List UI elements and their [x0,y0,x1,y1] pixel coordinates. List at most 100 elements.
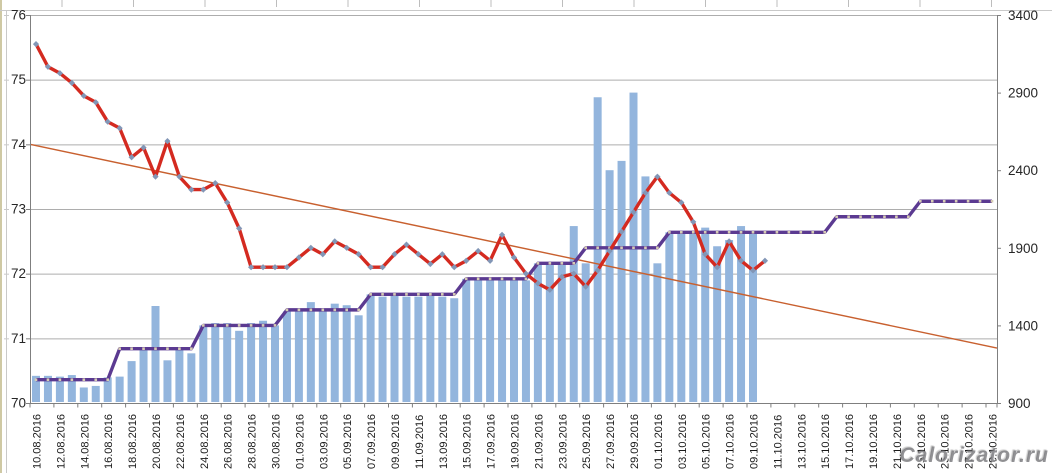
bar [235,330,244,402]
bar [641,176,650,402]
page-edge-strip [0,0,2,473]
bar [653,263,662,402]
bar [115,376,124,402]
x-axis-date-label: 12.08.2016 [55,414,67,469]
bar [259,320,268,402]
left-axis-labels: 76 75 74 73 72 71 70 [11,8,27,411]
x-axis-date-label: 03.09.2016 [318,414,330,469]
bar [43,375,52,402]
bar [294,309,303,402]
bar [545,263,554,402]
x-axis-date-label: 13.09.2016 [438,414,450,469]
left-axis-tick-label: 73 [11,202,26,217]
x-axis-date-label: 01.09.2016 [294,414,306,469]
x-axis-date-label: 20.08.2016 [151,414,163,469]
bar [199,325,208,402]
purple-step-line [34,199,994,382]
x-axis-date-label: 27.09.2016 [605,414,617,469]
x-axis-date-label: 15.10.2016 [820,414,832,469]
top-tick-stubs [61,0,992,7]
x-axis-date-label: 07.09.2016 [366,414,378,469]
bar [318,309,327,402]
x-axis-date-label: 17.09.2016 [486,414,498,469]
x-axis-date-label: 15.09.2016 [462,414,474,469]
x-axis-date-label: 16.08.2016 [103,414,115,469]
bar [569,226,578,402]
x-axis-date-label: 05.10.2016 [701,414,713,469]
x-axis-date-label: 10.08.2016 [32,414,44,469]
bar [79,387,88,402]
x-axis-date-label: 27.10.2016 [964,414,976,469]
x-axis-date-label: 28.08.2016 [247,414,259,469]
x-axis-date-label: 14.08.2016 [79,414,91,469]
bar [390,294,399,402]
x-axis-date-label: 19.09.2016 [510,414,522,469]
bar [581,263,590,402]
x-axis-date-label: 09.09.2016 [390,414,402,469]
bar [486,279,495,402]
bar [32,375,40,402]
bar [510,278,518,402]
x-axis-date-label: 03.10.2016 [677,414,689,469]
right-axis-tick-label: 3400 [1008,8,1038,23]
right-axis-tick-label: 1900 [1008,241,1038,256]
bar [378,296,387,402]
bar [605,170,614,402]
left-axis-tick-label: 74 [11,137,27,152]
bar [67,375,76,402]
x-axis-date-label: 29.09.2016 [629,414,641,469]
left-axis-tick-label: 71 [11,331,26,346]
bar [151,306,160,402]
bar [426,295,435,402]
x-axis-date-label: 05.09.2016 [342,414,354,469]
x-axis-date-label: 30.08.2016 [271,414,283,469]
bar [414,296,423,402]
x-axis-date-label: 21.10.2016 [892,414,904,469]
bar [402,296,411,402]
left-axis-tick-label: 72 [11,266,26,281]
x-axis-date-labels: 10.08.2016 12.08.2016 14.08.2016 16.08.2016… [32,414,1000,469]
x-axis-date-label: 01.10.2016 [653,414,665,469]
right-axis-tick-label: 2400 [1008,163,1038,178]
right-axis-tick-label: 2900 [1008,86,1038,101]
chart-frame [0,10,1052,473]
bar [677,232,686,402]
bar [127,361,136,402]
right-axis-tick-label: 900 [1008,396,1031,411]
x-axis-date-label: 17.10.2016 [844,414,856,469]
x-axis-date-label: 26.08.2016 [223,414,235,469]
bar [330,303,339,402]
right-axis-labels: 3400 2900 2400 1900 1400 900 [1008,8,1038,411]
bar [521,280,530,402]
bar [725,240,734,402]
x-axis-date-label: 11.10.2016 [772,415,784,469]
x-axis-date-label: 23.10.2016 [916,414,928,469]
bar [342,305,351,402]
x-axis-date-label: 19.10.2016 [868,414,880,469]
bar [498,277,507,402]
bar [282,311,291,402]
bar [737,226,746,402]
bar [187,353,196,402]
x-axis-date-label: 29.10.2016 [988,414,1000,469]
x-axis-date-label: 11.09.2016 [414,415,426,469]
x-axis-date-label: 25.10.2016 [940,414,952,469]
bar [354,315,363,402]
bar [139,348,148,402]
orange-trendline [29,143,998,349]
x-axis-date-label: 24.08.2016 [199,414,211,469]
x-axis-date-label: 13.10.2016 [796,414,808,469]
bar [462,278,471,402]
x-axis-date-label: 23.09.2016 [557,414,569,469]
bar [617,160,626,402]
bar [306,302,315,402]
left-axis-tick-label: 70 [11,396,26,411]
bar [665,232,674,402]
bar [247,323,256,402]
bar [713,246,722,402]
x-axis-date-label: 07.10.2016 [725,414,737,469]
x-axis-date-label: 22.08.2016 [175,414,187,469]
bar [438,296,447,402]
